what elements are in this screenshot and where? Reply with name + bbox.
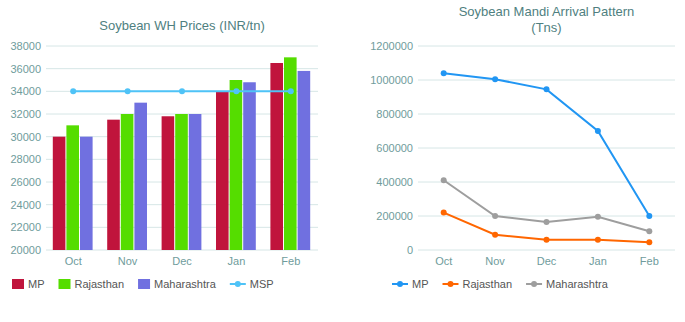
y-tick-label: 800000	[376, 108, 413, 120]
y-tick-label: 38000	[10, 40, 41, 52]
x-tick-label: Oct	[65, 255, 82, 267]
legend-swatch	[138, 279, 150, 289]
line-marker	[646, 228, 652, 234]
legend-label: MP	[412, 278, 429, 290]
x-tick-label: Jan	[589, 255, 607, 267]
line-marker	[125, 88, 131, 94]
legend-swatch	[12, 279, 24, 289]
legend-label: Rajasthan	[463, 278, 513, 290]
y-tick-label: 26000	[10, 176, 41, 188]
y-tick-label: 22000	[10, 221, 41, 233]
line-marker	[544, 86, 550, 92]
bar	[80, 137, 93, 250]
y-tick-label: 24000	[10, 199, 41, 211]
chart-0: 20000 22000 24000 26000 28000 30000 32000 34000…	[10, 18, 318, 290]
x-tick-label: Feb	[640, 255, 659, 267]
grid-line	[418, 148, 675, 149]
x-tick-label: Dec	[172, 255, 192, 267]
legend-label: MP	[28, 278, 45, 290]
line-marker	[595, 128, 601, 134]
y-tick-label: 20000	[10, 244, 41, 256]
line-marker	[544, 219, 550, 225]
y-tick-label: 400000	[376, 176, 413, 188]
bar	[230, 80, 243, 250]
grid-line	[418, 182, 675, 183]
y-tick-label: 30000	[10, 131, 41, 143]
line-marker	[288, 88, 294, 94]
title-line: Soybean WH Prices (INR/tn)	[99, 18, 264, 33]
line-marker	[492, 232, 498, 238]
x-tick-label: Nov	[485, 255, 505, 267]
bar	[298, 71, 311, 250]
y-tick-label: 32000	[10, 108, 41, 120]
bar	[107, 120, 120, 250]
legend-label: Rajasthan	[75, 278, 125, 290]
bar	[284, 57, 297, 250]
x-tick-label: Jan	[228, 255, 246, 267]
line-marker	[646, 239, 652, 245]
legend-swatch	[235, 281, 241, 287]
plot-marks	[441, 70, 653, 245]
y-tick-label: 1000000	[370, 74, 413, 86]
title-line: (Tns)	[531, 20, 561, 35]
legend: MP Rajasthan Maharashtra	[392, 278, 609, 290]
chart-1: 0 200000 400000 600000 800000 1000000 1200000 O…	[370, 4, 675, 290]
bar	[134, 103, 147, 250]
line-marker	[646, 213, 652, 219]
legend-label: Maharashtra	[546, 278, 609, 290]
y-tick-label: 0	[407, 244, 413, 256]
legend: MP Rajasthan Maharashtra MSP	[12, 278, 274, 290]
y-tick-label: 1200000	[370, 40, 413, 52]
line	[444, 180, 650, 231]
line-marker	[441, 210, 447, 216]
legend-swatch	[448, 281, 454, 287]
x-tick-label: Dec	[537, 255, 557, 267]
plot-marks	[53, 57, 310, 250]
line	[444, 213, 650, 243]
bar	[243, 82, 256, 250]
bar	[121, 114, 134, 250]
line-marker	[441, 177, 447, 183]
x-tick-label: Nov	[118, 255, 138, 267]
legend-label: Maharashtra	[154, 278, 217, 290]
line-marker	[441, 70, 447, 76]
y-tick-label: 36000	[10, 63, 41, 75]
grid-line	[418, 80, 675, 81]
line	[444, 73, 650, 216]
bar	[175, 114, 188, 250]
line-marker	[544, 237, 550, 243]
chart-title: Soybean Mandi Arrival Pattern(Tns)	[459, 4, 635, 35]
grid-line	[418, 114, 675, 115]
y-tick-label: 34000	[10, 85, 41, 97]
line-marker	[179, 88, 185, 94]
grid-line	[46, 46, 318, 47]
title-line: Soybean Mandi Arrival Pattern	[459, 4, 635, 19]
y-tick-label: 28000	[10, 153, 41, 165]
legend-label: MSP	[250, 278, 274, 290]
x-tick-label: Oct	[435, 255, 452, 267]
grid-line	[418, 216, 675, 217]
x-tick-label: Feb	[281, 255, 300, 267]
grid-line	[418, 250, 675, 251]
line-marker	[595, 214, 601, 220]
line-marker	[492, 76, 498, 82]
legend-swatch	[59, 279, 71, 289]
bar	[66, 125, 79, 250]
y-tick-label: 200000	[376, 210, 413, 222]
bar	[216, 91, 229, 250]
chart-title: Soybean WH Prices (INR/tn)	[99, 18, 264, 33]
line-marker	[233, 88, 239, 94]
bar	[162, 116, 175, 250]
legend-swatch	[397, 281, 403, 287]
y-tick-label: 600000	[376, 142, 413, 154]
bar	[53, 137, 66, 250]
line-marker	[492, 213, 498, 219]
bar	[189, 114, 202, 250]
legend-swatch	[531, 281, 537, 287]
line-marker	[70, 88, 76, 94]
line-marker	[595, 237, 601, 243]
chart-canvas: 20000 22000 24000 26000 28000 30000 32000 34000…	[0, 0, 685, 322]
grid-line	[418, 46, 675, 47]
